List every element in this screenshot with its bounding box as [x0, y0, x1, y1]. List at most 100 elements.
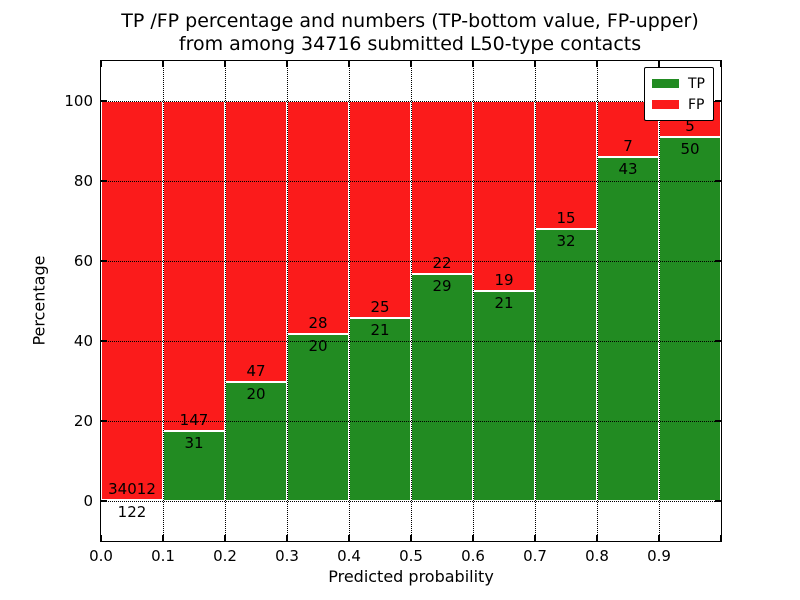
- y-axis-tick-right: [715, 100, 721, 102]
- legend: TP FP: [644, 67, 714, 121]
- horizontal-gridline: [101, 421, 721, 422]
- bar-segment-fp: [535, 101, 597, 229]
- bar-segment-fp: [349, 101, 411, 319]
- vertical-gridline: [287, 61, 288, 541]
- tp-count-label: 21: [370, 321, 390, 340]
- x-axis-tick: [534, 535, 536, 541]
- x-axis-label: Predicted probability: [328, 567, 494, 586]
- tp-count-label: 122: [117, 502, 147, 521]
- tp-count-label: 32: [556, 231, 576, 250]
- bar-segment-tp: [287, 334, 349, 501]
- tp-count-label: 43: [618, 160, 638, 178]
- horizontal-gridline: [101, 501, 721, 502]
- x-axis-tick-top: [348, 61, 350, 67]
- fp-count-label: 34012: [108, 479, 156, 498]
- bar-segment-tp: [535, 228, 597, 501]
- x-axis-tick: [224, 535, 226, 541]
- horizontal-gridline: [101, 261, 721, 262]
- tp-count-label: 20: [246, 384, 266, 403]
- y-tick-label: 60: [73, 252, 93, 270]
- legend-item-tp: TP: [652, 73, 705, 94]
- x-tick-label: 0.4: [337, 547, 361, 565]
- y-axis-label: Percentage: [29, 255, 49, 346]
- x-axis-tick: [596, 535, 598, 541]
- legend-item-fp: FP: [652, 94, 705, 115]
- x-axis-tick-top: [100, 61, 102, 67]
- x-axis-tick: [410, 535, 412, 541]
- tp-count-label: 20: [308, 337, 328, 356]
- fp-count-label: 47: [246, 361, 266, 380]
- x-tick-label: 0.6: [461, 547, 485, 565]
- x-axis-tick-top: [224, 61, 226, 67]
- vertical-gridline: [535, 61, 536, 541]
- x-axis-tick-top: [410, 61, 412, 67]
- x-axis-tick-top: [720, 61, 722, 67]
- vertical-gridline: [597, 61, 598, 541]
- y-tick-label: 40: [73, 332, 93, 350]
- chart-title: TP /FP percentage and numbers (TP-bottom…: [100, 10, 720, 56]
- vertical-gridline: [411, 61, 412, 541]
- y-axis-tick: [101, 420, 107, 422]
- x-tick-label: 0.9: [647, 547, 671, 565]
- fp-count-label: 5: [685, 117, 695, 136]
- tp-count-label: 31: [184, 434, 204, 453]
- tp-count-label: 50: [680, 140, 700, 159]
- x-axis-tick: [100, 535, 102, 541]
- x-axis-tick-top: [162, 61, 164, 67]
- x-axis-tick: [658, 535, 660, 541]
- bar-segment-fp: [411, 101, 473, 274]
- legend-label-fp: FP: [688, 96, 705, 113]
- x-axis-tick-top: [286, 61, 288, 67]
- y-tick-label: 80: [73, 172, 93, 190]
- y-axis-tick-right: [715, 260, 721, 262]
- vertical-gridline: [473, 61, 474, 541]
- plot-area: 34012 122 147 31 47 20 28 20 25 21 22 29 19 21 15 32 7 43…: [30, 60, 722, 586]
- y-axis-tick-right: [715, 180, 721, 182]
- bar-segment-tp: [597, 157, 659, 501]
- x-axis-tick: [286, 535, 288, 541]
- chart-title-line2: from among 34716 submitted L50-type cont…: [178, 33, 642, 55]
- fp-count-label: 25: [370, 298, 390, 317]
- vertical-gridline: [163, 61, 164, 541]
- tp-count-label: 29: [432, 276, 452, 295]
- bar-segment-fp: [287, 101, 349, 335]
- fp-count-label: 22: [432, 253, 452, 272]
- tp-count-label: 21: [494, 294, 514, 312]
- fp-color-swatch: [652, 100, 679, 109]
- bar-segment-tp: [225, 381, 287, 501]
- y-axis-tick-right: [715, 340, 721, 342]
- bar-segment-fp: [163, 101, 225, 432]
- vertical-gridline: [225, 61, 226, 541]
- bar-segment-tp: [659, 137, 721, 501]
- bar-segment-tp: [473, 291, 535, 501]
- fp-count-label: 7: [623, 137, 633, 155]
- bar-segment-fp: [101, 101, 163, 500]
- y-axis-tick: [101, 100, 107, 102]
- x-axis-tick-top: [596, 61, 598, 67]
- y-tick-label: 0: [83, 492, 93, 510]
- y-axis-tick-right: [715, 420, 721, 422]
- x-axis-tick-top: [534, 61, 536, 67]
- fp-count-label: 28: [308, 314, 328, 333]
- x-tick-label: 0.2: [213, 547, 237, 565]
- x-tick-label: 0.0: [89, 547, 113, 565]
- x-axis-tick-top: [658, 61, 660, 67]
- x-tick-label: 0.5: [399, 547, 423, 565]
- bar-segment-tp: [411, 273, 473, 501]
- x-tick-label: 0.1: [151, 547, 175, 565]
- y-tick-label: 100: [64, 92, 93, 110]
- x-tick-label: 0.8: [585, 547, 609, 565]
- x-axis-tick: [720, 535, 722, 541]
- y-axis-tick: [101, 340, 107, 342]
- y-axis-tick: [101, 180, 107, 182]
- vertical-gridline: [349, 61, 350, 541]
- y-axis-tick: [101, 500, 107, 502]
- horizontal-gridline: [101, 101, 721, 102]
- bar-segment-fp: [473, 101, 535, 291]
- x-axis-tick: [472, 535, 474, 541]
- horizontal-gridline: [101, 341, 721, 342]
- fp-count-label: 15: [556, 208, 576, 227]
- x-axis-tick: [162, 535, 164, 541]
- bar-segment-tp: [349, 318, 411, 501]
